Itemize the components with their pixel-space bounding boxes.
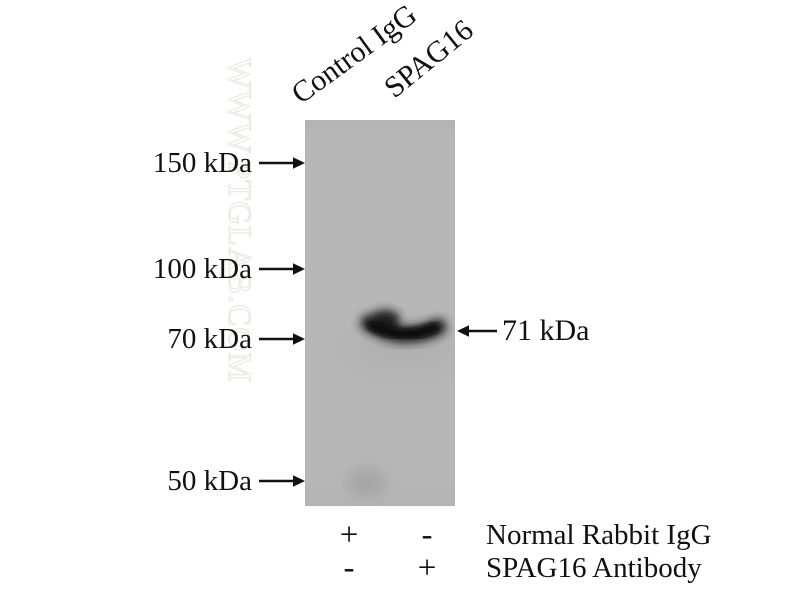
marker-label: 50 kDa xyxy=(167,465,252,497)
legend-row-normal-rabbit-igg: + - Normal Rabbit IgG xyxy=(0,518,800,552)
legend-sign-lane1: - xyxy=(343,550,355,586)
marker-label: 150 kDa xyxy=(152,147,252,179)
legend-sign-lane2: - xyxy=(421,517,433,553)
legend-row-spag16-antibody: - + SPAG16 Antibody xyxy=(0,551,800,585)
band-pointer: 71 kDa xyxy=(457,314,589,348)
arrow-right-icon xyxy=(259,475,305,487)
legend-label: SPAG16 Antibody xyxy=(486,552,702,584)
arrow-right-icon xyxy=(259,263,305,275)
arrow-right-icon xyxy=(259,333,305,345)
legend-sign-lane2: + xyxy=(417,550,437,586)
band-size-label: 71 kDa xyxy=(502,314,590,347)
marker-label: 100 kDa xyxy=(152,253,252,285)
marker-row-50: 50 kDa xyxy=(167,464,305,498)
marker-row-150: 150 kDa xyxy=(153,146,305,180)
marker-label: 70 kDa xyxy=(167,323,252,355)
arrow-left-icon xyxy=(457,325,497,337)
blot-membrane xyxy=(305,120,455,506)
marker-row-100: 100 kDa xyxy=(153,252,305,286)
legend-sign-lane1: + xyxy=(339,517,359,553)
arrow-right-icon xyxy=(259,157,305,169)
legend-label: Normal Rabbit IgG xyxy=(486,519,712,551)
marker-row-70: 70 kDa xyxy=(167,322,305,356)
watermark-text: WWW.PTGLAB.COM xyxy=(220,57,257,383)
protein-band xyxy=(347,310,447,497)
